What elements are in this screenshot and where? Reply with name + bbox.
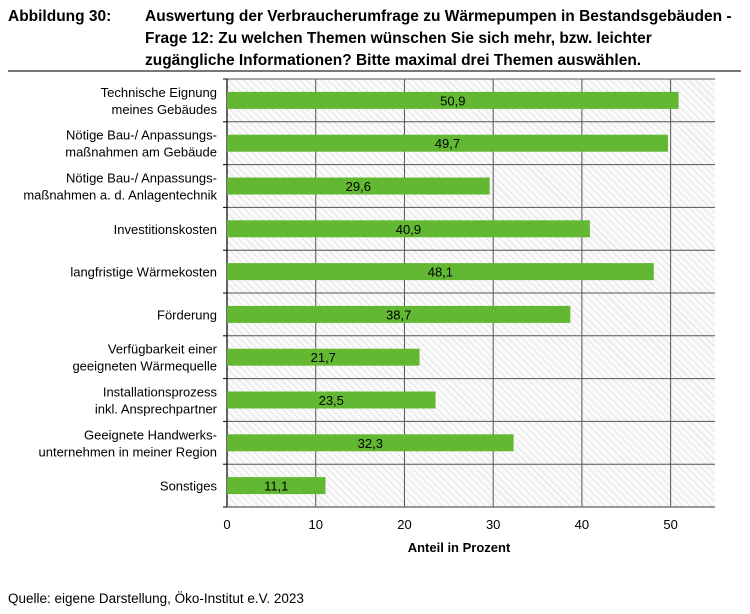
category-label: maßnahmen am Gebäude: [65, 145, 217, 160]
bar: [227, 134, 668, 152]
category-label: Geeignete Handwerks-: [84, 427, 217, 442]
bar: [227, 434, 514, 452]
bar: [227, 305, 571, 323]
category-label: Verfügbarkeit einer: [108, 342, 218, 357]
category-label: unternehmen in meiner Region: [39, 444, 218, 459]
category-label: Investitionskosten: [114, 222, 217, 237]
x-tick-label: 30: [486, 517, 500, 532]
category-label: Nötige Bau-/ Anpassungs-: [66, 171, 217, 186]
bar: [227, 391, 436, 409]
bar: [227, 220, 590, 238]
figure-title: Abbildung 30: Auswertung der Verbraucher…: [8, 6, 743, 72]
figure-label: Abbildung 30:: [8, 8, 112, 25]
x-axis-title: Anteil in Prozent: [408, 540, 511, 555]
bar: [227, 263, 654, 281]
category-label: Nötige Bau-/ Anpassungs-: [66, 128, 217, 143]
category-label: Technische Eignung: [101, 85, 217, 100]
data-label: 29,6: [346, 179, 371, 194]
category-label: meines Gebäudes: [111, 102, 217, 117]
x-tick-label: 40: [575, 517, 589, 532]
x-tick-label: 10: [308, 517, 322, 532]
bar: [227, 477, 326, 495]
category-label: Förderung: [157, 307, 217, 322]
figure-title-text: Auswertung der Verbraucherumfrage zu Wär…: [145, 8, 732, 69]
category-label: Sonstiges: [160, 479, 218, 494]
data-label: 40,9: [396, 222, 421, 237]
x-tick-label: 50: [663, 517, 677, 532]
x-tick-label: 0: [223, 517, 230, 532]
data-label: 38,7: [386, 307, 411, 322]
category-label: maßnahmen a. d. Anlagentechnik: [23, 188, 217, 203]
data-label: 11,1: [264, 479, 288, 494]
data-label: 49,7: [435, 136, 460, 151]
category-label: inkl. Ansprechpartner: [95, 402, 218, 417]
bar: [227, 91, 679, 109]
title-rule: [8, 70, 741, 72]
data-label: 48,1: [428, 265, 453, 280]
source-note: Quelle: eigene Darstellung, Öko-Institut…: [8, 591, 304, 606]
category-label: Installationsprozess: [103, 385, 218, 400]
data-label: 23,5: [319, 393, 344, 408]
bar: [227, 348, 420, 366]
data-label: 32,3: [358, 436, 383, 451]
category-label: geeigneten Wärmequelle: [72, 359, 217, 374]
x-tick-label: 20: [397, 517, 411, 532]
category-label: langfristige Wärmekosten: [70, 265, 217, 280]
bar: [227, 177, 490, 195]
data-label: 21,7: [311, 350, 336, 365]
data-label: 50,9: [440, 93, 465, 108]
